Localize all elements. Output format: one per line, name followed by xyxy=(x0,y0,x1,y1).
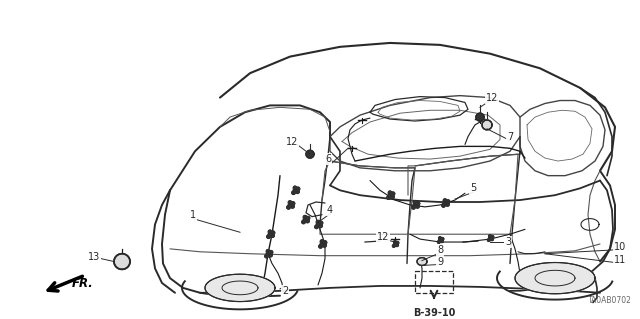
Polygon shape xyxy=(391,195,394,198)
Polygon shape xyxy=(388,191,392,195)
Polygon shape xyxy=(291,205,294,208)
Polygon shape xyxy=(316,220,320,224)
Polygon shape xyxy=(396,241,399,244)
Polygon shape xyxy=(392,245,396,247)
Polygon shape xyxy=(438,237,442,240)
Polygon shape xyxy=(388,193,392,197)
Polygon shape xyxy=(306,150,314,158)
Polygon shape xyxy=(488,235,492,238)
Text: 5: 5 xyxy=(470,183,476,193)
Polygon shape xyxy=(476,113,484,121)
Polygon shape xyxy=(445,203,449,206)
Text: 1: 1 xyxy=(190,210,196,220)
Polygon shape xyxy=(437,241,440,243)
Polygon shape xyxy=(488,239,490,241)
Polygon shape xyxy=(412,206,415,209)
Polygon shape xyxy=(271,231,275,234)
Polygon shape xyxy=(271,234,275,237)
Text: TA0AB0702: TA0AB0702 xyxy=(588,296,632,306)
Polygon shape xyxy=(323,241,327,244)
Polygon shape xyxy=(293,189,297,192)
Bar xyxy=(415,271,453,293)
Text: B-39-10: B-39-10 xyxy=(413,308,455,318)
Polygon shape xyxy=(438,239,442,241)
Polygon shape xyxy=(491,235,494,238)
Polygon shape xyxy=(441,238,444,240)
Text: FR.: FR. xyxy=(72,277,93,290)
Polygon shape xyxy=(387,196,390,199)
Text: 11: 11 xyxy=(614,255,626,264)
Text: 12: 12 xyxy=(286,137,298,146)
Polygon shape xyxy=(303,218,307,221)
Text: 12: 12 xyxy=(377,232,389,242)
Polygon shape xyxy=(316,223,320,226)
Polygon shape xyxy=(268,230,272,234)
Text: 3: 3 xyxy=(505,237,511,247)
Polygon shape xyxy=(394,241,396,243)
Polygon shape xyxy=(266,249,269,253)
Polygon shape xyxy=(413,203,417,207)
Polygon shape xyxy=(482,120,492,130)
Polygon shape xyxy=(306,219,309,223)
Polygon shape xyxy=(391,192,395,196)
Text: 6: 6 xyxy=(325,154,331,164)
Polygon shape xyxy=(320,242,324,246)
Polygon shape xyxy=(488,237,492,240)
Polygon shape xyxy=(444,201,447,205)
Polygon shape xyxy=(416,202,420,205)
Polygon shape xyxy=(323,244,326,247)
Text: 4: 4 xyxy=(327,205,333,215)
Polygon shape xyxy=(268,233,272,236)
Polygon shape xyxy=(303,215,307,219)
Text: 13: 13 xyxy=(88,252,100,262)
Text: 9: 9 xyxy=(437,256,443,267)
Polygon shape xyxy=(293,186,297,189)
Polygon shape xyxy=(265,255,268,258)
Text: 10: 10 xyxy=(614,242,626,252)
Polygon shape xyxy=(417,258,427,265)
Polygon shape xyxy=(396,244,398,247)
Polygon shape xyxy=(291,202,295,205)
Polygon shape xyxy=(296,187,300,190)
Polygon shape xyxy=(394,243,396,245)
Polygon shape xyxy=(267,235,270,238)
Polygon shape xyxy=(266,252,269,256)
Polygon shape xyxy=(315,225,318,229)
Polygon shape xyxy=(319,224,323,228)
Polygon shape xyxy=(491,238,493,241)
Polygon shape xyxy=(440,240,444,243)
Polygon shape xyxy=(307,216,310,220)
Polygon shape xyxy=(296,190,300,193)
Polygon shape xyxy=(301,220,305,224)
Polygon shape xyxy=(287,206,291,209)
Polygon shape xyxy=(320,240,324,243)
Polygon shape xyxy=(319,221,323,225)
Polygon shape xyxy=(269,250,273,254)
Polygon shape xyxy=(319,245,323,248)
Polygon shape xyxy=(413,201,417,204)
Polygon shape xyxy=(288,203,292,207)
Polygon shape xyxy=(205,274,275,301)
Polygon shape xyxy=(444,199,447,202)
Polygon shape xyxy=(292,191,295,195)
Polygon shape xyxy=(416,205,419,208)
Text: 8: 8 xyxy=(437,245,443,255)
Polygon shape xyxy=(288,201,292,204)
Text: 12: 12 xyxy=(486,93,498,103)
Polygon shape xyxy=(442,204,445,207)
Text: 2: 2 xyxy=(282,286,288,296)
Polygon shape xyxy=(446,200,450,203)
Text: 7: 7 xyxy=(507,132,513,142)
Polygon shape xyxy=(269,254,272,257)
Polygon shape xyxy=(114,254,130,269)
Polygon shape xyxy=(515,263,595,294)
